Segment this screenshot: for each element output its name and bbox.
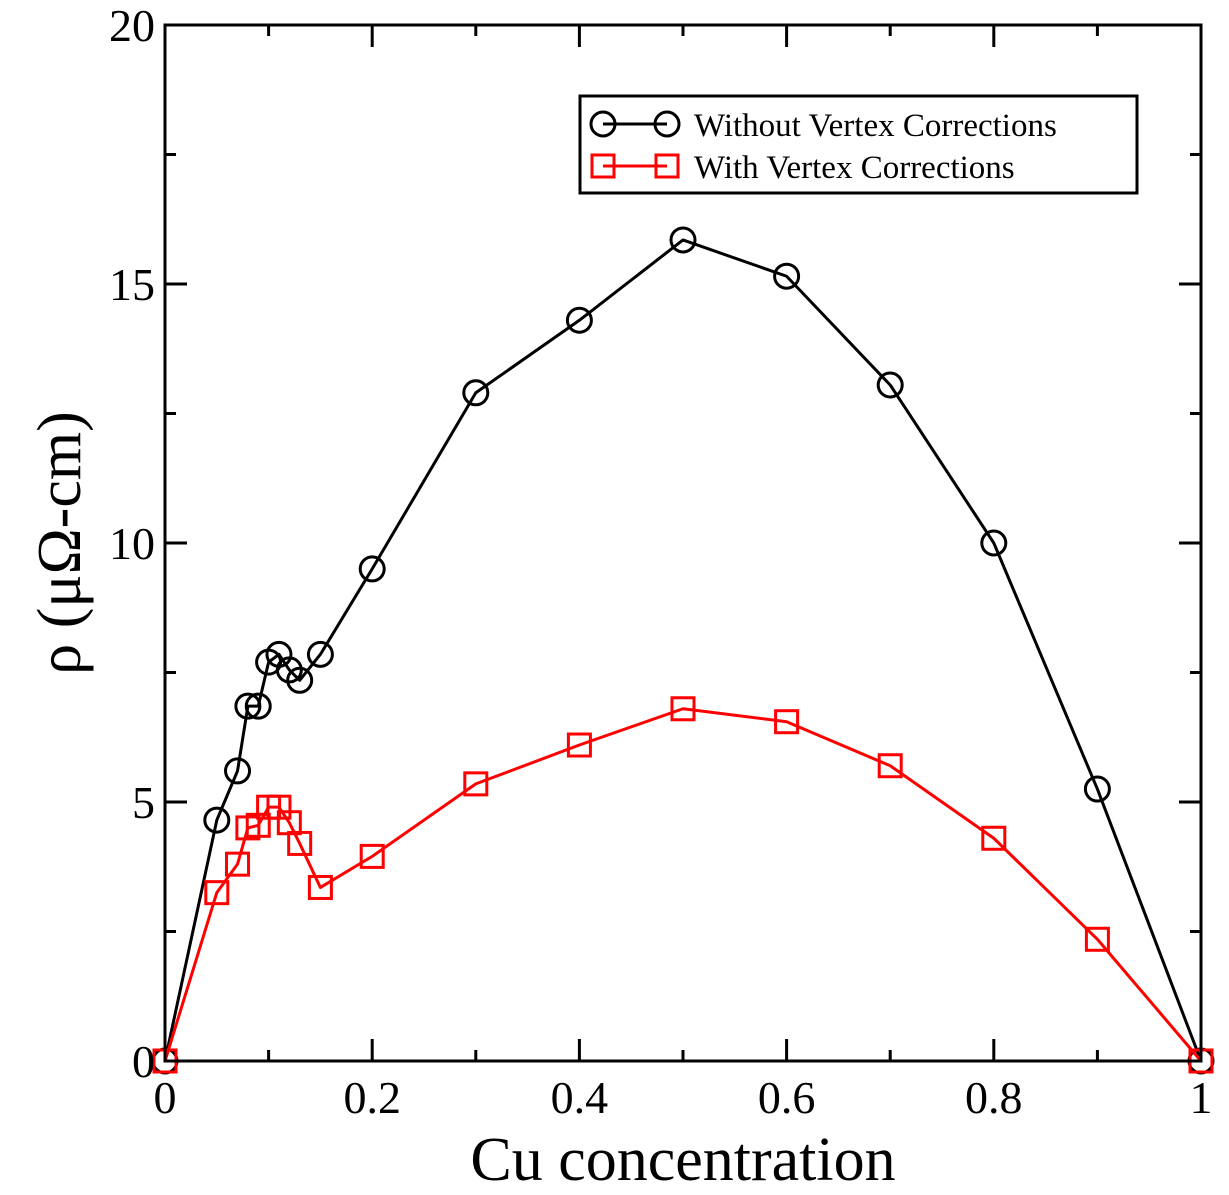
x-tick-label: 0.2: [343, 1072, 401, 1123]
legend-entry-0: Without Vertex Corrections: [589, 108, 1057, 144]
series-0-point: [306, 640, 334, 668]
series-1-point: [204, 880, 230, 906]
legend-marker-1-start: [590, 153, 616, 179]
series-1-point: [877, 753, 903, 779]
y-tick-label: 0: [132, 1036, 155, 1087]
series-1-point: [566, 732, 592, 758]
series-0-point: [358, 555, 386, 583]
series-0-point: [244, 692, 272, 720]
x-tick-label: 1: [1190, 1072, 1213, 1123]
series-1-point: [225, 851, 251, 877]
series-1-point: [670, 696, 696, 722]
y-tick-label: 5: [132, 777, 155, 828]
series-0-point: [203, 806, 231, 834]
series-1-point: [774, 709, 800, 735]
y-tick-label: 10: [109, 518, 155, 569]
x-tick-label: 0.4: [551, 1072, 609, 1123]
y-tick-label: 15: [109, 259, 155, 310]
series-0-point: [773, 262, 801, 290]
series-0-point: [462, 379, 490, 407]
y-axis-title: ρ (μΩ-cm): [26, 411, 94, 674]
x-tick-label: 0.6: [758, 1072, 816, 1123]
series-1-point: [307, 874, 333, 900]
series-0-point: [980, 529, 1008, 557]
series-0-point: [234, 692, 262, 720]
series-1-point: [981, 825, 1007, 851]
series-0-point: [286, 666, 314, 694]
legend-label-1: With Vertex Corrections: [694, 150, 1015, 186]
series-0-point: [565, 306, 593, 334]
series-0-point: [224, 757, 252, 785]
series-line-1: [163, 707, 1203, 1062]
legend: Without Vertex Corrections With Vertex C…: [578, 94, 1139, 195]
legend-marker-1-end: [654, 153, 680, 179]
ticks-layer: [163, 23, 1203, 1063]
series-1-point: [463, 771, 489, 797]
x-tick-label: 0.8: [965, 1072, 1023, 1123]
series-1-point: [359, 843, 385, 869]
series-0-point: [876, 371, 904, 399]
legend-entry-1: With Vertex Corrections: [590, 150, 1015, 186]
series-0-point: [1083, 775, 1111, 803]
legend-marker-0-start: [589, 110, 617, 138]
series-line-0: [163, 238, 1203, 1062]
series-layer: [151, 226, 1215, 1075]
x-tick-label: 0: [154, 1072, 177, 1123]
series-1-point: [287, 830, 313, 856]
x-axis-title: Cu concentration: [470, 1126, 895, 1194]
series-0-point: [669, 226, 697, 254]
series-1-point: [1084, 926, 1110, 952]
legend-marker-0-end: [653, 110, 681, 138]
legend-label-0: Without Vertex Corrections: [694, 108, 1057, 144]
y-tick-label: 20: [109, 0, 155, 51]
series-0-point: [275, 656, 303, 684]
